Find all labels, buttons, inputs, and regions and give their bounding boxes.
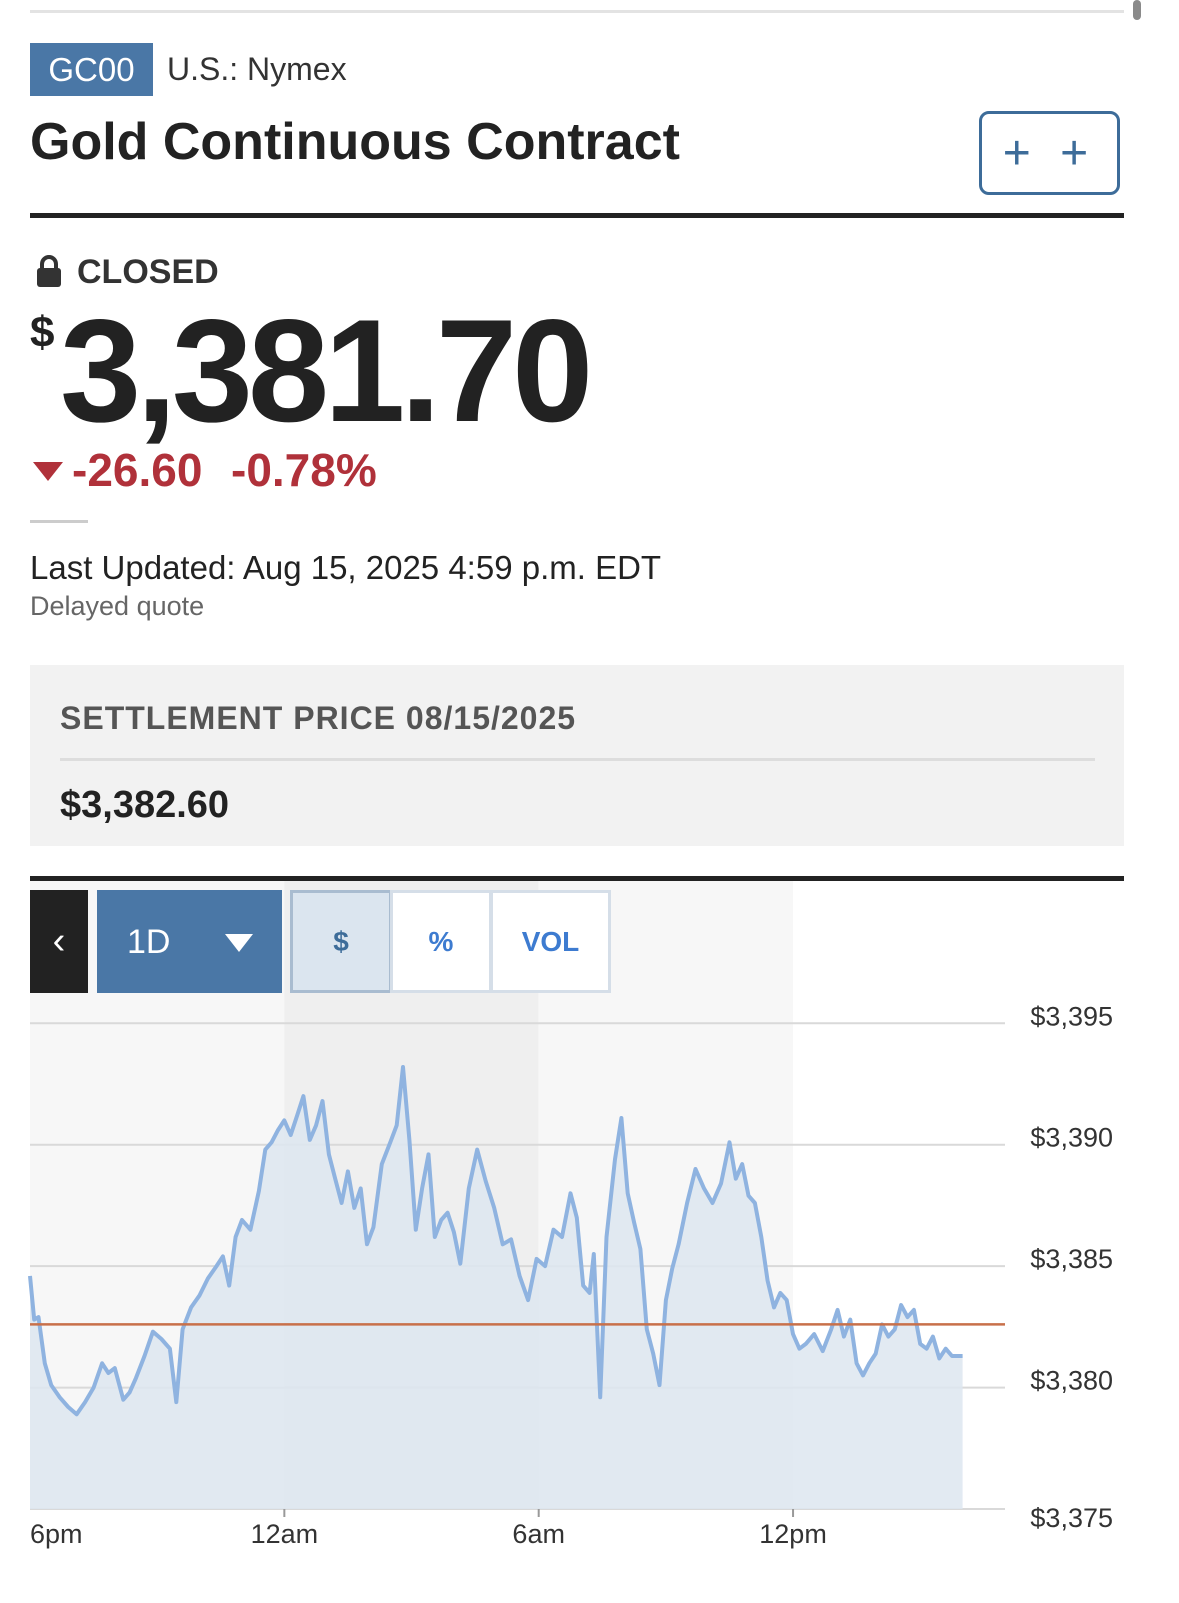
price-line	[28, 1065, 963, 1417]
y-tick-label: $3,385	[1030, 1244, 1113, 1274]
settlement-label: SETTLEMENT PRICE 08/15/2025	[60, 700, 577, 736]
price-change: -26.60	[72, 444, 203, 496]
settlement-divider	[60, 758, 1095, 761]
top-divider	[30, 10, 1124, 13]
last-updated: Last Updated: Aug 15, 2025 4:59 p.m. EDT	[30, 549, 662, 586]
add-to-watchlist-button[interactable]: + +	[979, 111, 1120, 195]
header-divider	[30, 213, 1124, 218]
y-tick-label: $3,380	[1030, 1366, 1113, 1396]
x-tick-label: 6pm	[30, 1519, 83, 1549]
down-triangle-icon	[33, 462, 63, 481]
toggle-volume-mode[interactable]: VOL	[490, 890, 611, 993]
exchange-label: U.S.: Nymex	[167, 51, 347, 87]
y-tick-label: $3,395	[1030, 1001, 1113, 1031]
x-tick-label: 6am	[512, 1519, 565, 1549]
toggle-percent-mode[interactable]: %	[390, 890, 492, 993]
range-dropdown[interactable]: 1D	[97, 890, 282, 993]
x-tick-label: 12am	[251, 1519, 319, 1549]
price-area	[30, 1067, 963, 1509]
price-change-percent: -0.78%	[231, 444, 377, 496]
chart-divider	[30, 876, 1124, 881]
y-tick-label: $3,390	[1030, 1123, 1113, 1153]
short-divider	[30, 520, 88, 523]
range-label: 1D	[127, 923, 171, 961]
currency-symbol: $	[30, 308, 55, 357]
settlement-panel: SETTLEMENT PRICE 08/15/2025 $3,382.60	[30, 665, 1124, 846]
settlement-value: $3,382.60	[60, 784, 230, 826]
ticker-badge[interactable]: GC00	[30, 43, 153, 96]
market-status: CLOSED	[77, 253, 219, 291]
caret-down-icon	[225, 934, 253, 952]
last-price: 3,381.70	[60, 289, 593, 452]
page-title: Gold Continuous Contract	[30, 113, 680, 171]
delayed-quote-note: Delayed quote	[30, 591, 205, 621]
chart-mode-toggle: $ % VOL	[290, 890, 611, 993]
y-tick-label: $3,375	[1030, 1503, 1113, 1533]
lock-icon	[37, 255, 61, 287]
chevron-left-icon[interactable]: ‹	[30, 890, 88, 993]
toggle-price-mode[interactable]: $	[290, 890, 392, 993]
scrollbar-thumb[interactable]	[1133, 0, 1141, 20]
x-tick-label: 12pm	[759, 1519, 827, 1549]
